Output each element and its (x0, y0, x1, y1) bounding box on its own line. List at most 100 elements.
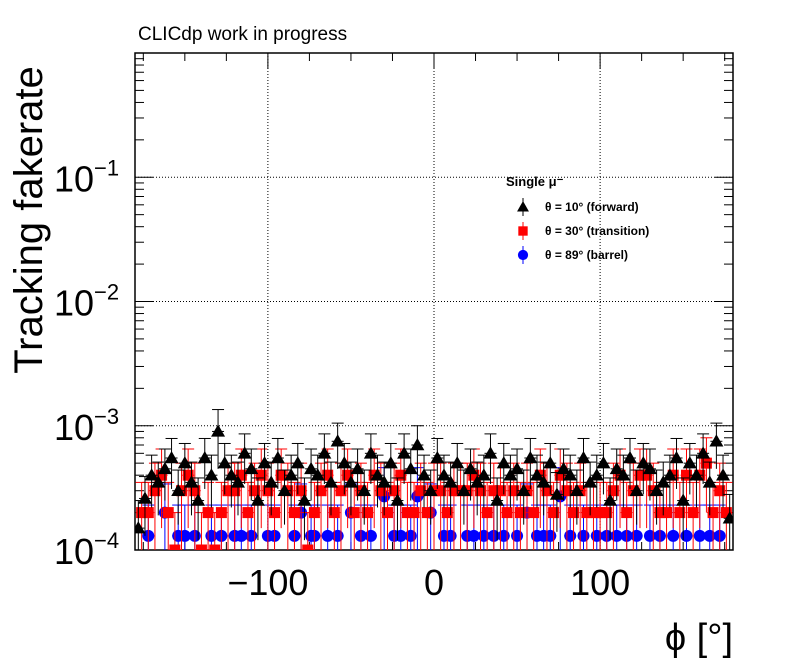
point-forward (490, 493, 505, 506)
point-forward (230, 475, 245, 488)
point-barrel (364, 529, 377, 542)
point-transition (149, 485, 161, 497)
x-tick-label: 0 (424, 562, 444, 603)
point-forward (310, 468, 325, 481)
point-transition (415, 485, 427, 497)
point-transition (315, 485, 327, 497)
point-transition (435, 485, 447, 497)
point-forward (350, 461, 365, 475)
data-points (135, 409, 733, 550)
point-forward (662, 468, 677, 481)
point-forward (696, 446, 711, 459)
point-forward (417, 468, 432, 481)
point-transition (362, 507, 374, 519)
legend-marker (518, 226, 528, 236)
point-forward (470, 475, 485, 488)
point-transition (674, 507, 686, 519)
point-forward (463, 461, 478, 475)
point-forward (157, 461, 172, 475)
point-transition (508, 485, 520, 497)
point-transition (714, 485, 726, 497)
point-forward (377, 475, 392, 488)
legend-marker (517, 249, 529, 261)
point-forward (629, 483, 644, 496)
point-transition (381, 507, 393, 519)
point-transition (607, 485, 619, 497)
point-transition (554, 469, 566, 481)
point-forward (397, 446, 412, 459)
point-forward (516, 483, 531, 496)
point-forward (529, 468, 544, 481)
point-forward (290, 456, 305, 469)
point-forward (510, 461, 525, 475)
point-transition (654, 507, 666, 519)
point-transition (541, 485, 553, 497)
point-barrel (245, 529, 258, 542)
point-forward (589, 468, 604, 481)
point-forward (476, 468, 491, 481)
point-barrel (667, 529, 680, 542)
point-transition (169, 544, 181, 550)
point-transition (707, 507, 719, 519)
point-barrel (321, 529, 334, 542)
point-forward (563, 468, 578, 481)
point-transition (189, 485, 201, 497)
point-transition (528, 507, 540, 519)
point-forward (543, 456, 558, 469)
point-transition (209, 544, 221, 550)
point-transition (680, 469, 692, 481)
point-forward (171, 483, 186, 496)
point-transition (468, 469, 480, 481)
point-transition (142, 507, 154, 519)
point-forward (264, 475, 279, 488)
point-forward (211, 424, 226, 437)
point-forward (669, 451, 684, 464)
point-transition (195, 544, 207, 550)
legend: Single μ⁻ θ = 10° (forward) θ = 30° (tran… (506, 174, 649, 264)
point-forward (297, 493, 312, 506)
y-tick-label: 10−2 (54, 280, 119, 324)
point-forward (616, 468, 631, 481)
point-transition (302, 544, 314, 550)
point-barrel (680, 529, 693, 542)
legend-entry-label: θ = 30° (transition) (545, 224, 649, 238)
point-transition (269, 507, 281, 519)
point-forward (151, 475, 166, 488)
point-barrel (235, 529, 248, 542)
point-transition (501, 507, 513, 519)
point-transition (601, 507, 613, 519)
point-forward (357, 483, 372, 496)
point-transition (634, 469, 646, 481)
point-transition (621, 507, 633, 519)
point-forward (324, 475, 339, 488)
point-forward (556, 461, 571, 475)
point-forward (496, 456, 511, 469)
y-tick-label: 10−1 (54, 155, 119, 199)
point-forward (304, 461, 319, 475)
point-transition (255, 469, 267, 481)
point-transition (288, 507, 300, 519)
point-forward (722, 511, 733, 524)
point-forward (483, 446, 498, 459)
point-barrel (467, 529, 480, 542)
point-forward (257, 456, 272, 469)
point-forward (277, 483, 292, 496)
point-transition (395, 469, 407, 481)
point-transition (687, 507, 699, 519)
point-forward (204, 468, 219, 481)
point-transition (242, 507, 254, 519)
point-forward (716, 468, 731, 481)
point-transition (222, 485, 234, 497)
point-transition (494, 485, 506, 497)
point-transition (335, 485, 347, 497)
point-transition (514, 507, 526, 519)
point-transition (548, 507, 560, 519)
point-barrel (404, 529, 417, 542)
point-barrel (511, 529, 524, 542)
point-forward (656, 475, 671, 488)
point-forward (164, 451, 179, 464)
point-forward (682, 456, 697, 469)
point-forward (456, 483, 471, 496)
point-transition (421, 507, 433, 519)
point-forward (603, 493, 618, 506)
